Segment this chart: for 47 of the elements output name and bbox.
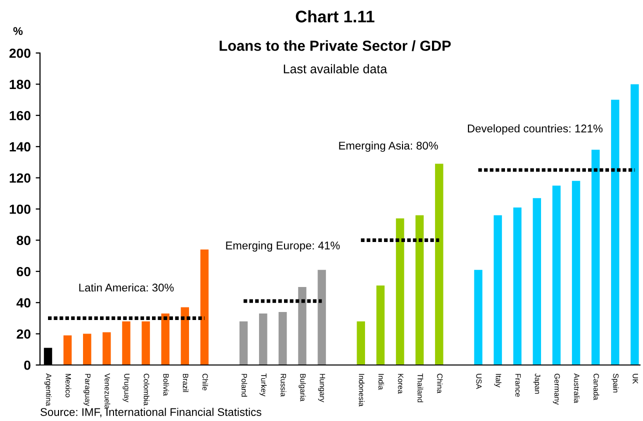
y-tick-label: 60 xyxy=(16,266,30,276)
annotation: Last available data xyxy=(284,64,388,74)
bar xyxy=(142,321,150,365)
y-tick-label: 200 xyxy=(9,48,30,58)
y-tick-label: 180 xyxy=(10,80,30,90)
bar xyxy=(376,285,385,365)
bar xyxy=(278,312,287,365)
bar xyxy=(592,150,600,365)
bar xyxy=(161,314,170,365)
bar xyxy=(318,270,326,365)
bar xyxy=(259,314,268,365)
bar xyxy=(513,207,522,365)
annotation: Developed countries: 121% xyxy=(468,124,603,135)
bar xyxy=(122,321,130,365)
y-tick-label: 120 xyxy=(10,173,30,183)
bar xyxy=(239,321,248,365)
bar xyxy=(415,215,424,365)
bar xyxy=(396,218,404,365)
y-tick-label: 80 xyxy=(16,236,30,246)
bar xyxy=(298,287,306,365)
bar xyxy=(83,334,92,365)
source-note: Source: IMF, International Financial Statistics xyxy=(40,408,262,418)
annotation: Emerging Asia: 80% xyxy=(339,141,438,152)
bar xyxy=(200,250,209,365)
bar xyxy=(532,198,542,365)
bar xyxy=(611,100,620,365)
bar xyxy=(435,164,444,365)
bar xyxy=(102,332,111,365)
chart-subtitle: Loans to the Private Sector / GDP xyxy=(220,40,451,52)
bar xyxy=(630,84,639,365)
chart-title: Chart 1.11 xyxy=(296,10,374,22)
bar xyxy=(180,307,190,365)
y-tick-label: 160 xyxy=(10,110,30,120)
bar xyxy=(356,321,366,365)
bar xyxy=(494,215,502,365)
y-tick-label: 40 xyxy=(16,298,30,308)
annotation: Emerging Europe: 41% xyxy=(226,241,340,252)
bar xyxy=(474,270,482,365)
y-axis-title: % xyxy=(13,27,23,35)
y-tick-label: 100 xyxy=(10,204,30,214)
bar xyxy=(552,186,561,365)
y-tick-label: 140 xyxy=(10,142,30,152)
bar xyxy=(63,335,72,365)
y-tick-label: 20 xyxy=(16,329,30,339)
annotation: Latin America: 30% xyxy=(79,283,174,292)
bar xyxy=(572,180,580,365)
y-tick-label: 0 xyxy=(24,360,30,370)
